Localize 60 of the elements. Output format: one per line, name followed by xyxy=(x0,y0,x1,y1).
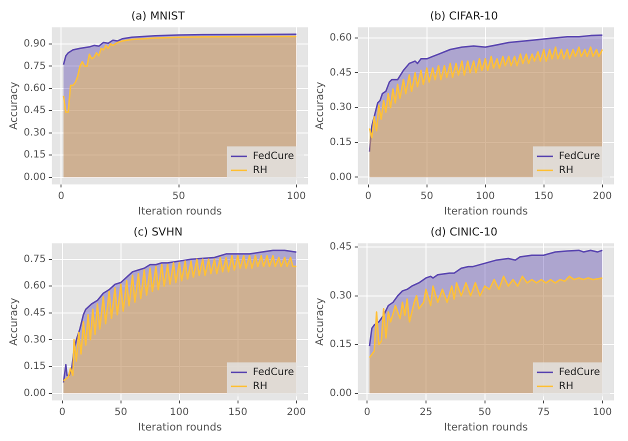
y-tick-label: 0.60 xyxy=(24,280,46,292)
y-tick-label: 0.30 xyxy=(24,127,46,138)
y-tick-label: 0.00 xyxy=(330,172,352,183)
y-tick-label: 0.45 xyxy=(24,105,46,116)
x-tick-label: 75 xyxy=(537,406,550,418)
y-tick-label: 0.30 xyxy=(24,334,46,346)
chart-title: (d) CINIC-10 xyxy=(430,225,498,238)
legend-label: FedCure xyxy=(252,150,294,162)
chart-title: (c) SVHN xyxy=(133,225,183,238)
x-tick-label: 100 xyxy=(170,406,189,418)
x-tick-label: 50 xyxy=(420,190,434,202)
x-tick-label: 200 xyxy=(286,406,306,418)
y-tick-label: 0.00 xyxy=(24,172,46,183)
y-tick-label: 0.15 xyxy=(330,136,352,148)
y-tick-label: 0.45 xyxy=(24,307,46,318)
x-tick-label: 100 xyxy=(286,190,306,202)
y-tick-label: 0.90 xyxy=(24,38,46,50)
x-tick-label: 100 xyxy=(476,190,495,202)
x-tick-label: 25 xyxy=(420,406,432,418)
y-axis-title: Accuracy xyxy=(8,82,20,130)
x-axis-title: Iteration rounds xyxy=(138,421,222,434)
legend-label: RH xyxy=(558,164,574,176)
y-tick-label: 0.30 xyxy=(330,290,352,302)
x-tick-label: 200 xyxy=(592,190,612,202)
x-tick-label: 0 xyxy=(58,190,64,202)
x-tick-label: 100 xyxy=(592,406,612,418)
y-tick-label: 0.45 xyxy=(330,242,352,253)
x-axis-title: Iteration rounds xyxy=(444,421,528,434)
x-tick-label: 50 xyxy=(114,406,128,418)
y-tick-label: 0.75 xyxy=(24,254,46,265)
legend-label: RH xyxy=(558,380,574,392)
y-axis-title: Accuracy xyxy=(314,298,326,346)
chart-title: (b) CIFAR-10 xyxy=(430,9,498,22)
legend-label: RH xyxy=(252,380,268,392)
x-tick-label: 0 xyxy=(364,406,370,418)
x-axis-title: Iteration rounds xyxy=(138,205,222,218)
legend-label: FedCure xyxy=(558,150,600,162)
x-axis-title: Iteration rounds xyxy=(444,205,528,218)
x-tick-label: 150 xyxy=(228,406,248,418)
y-axis-title: Accuracy xyxy=(314,82,326,130)
x-tick-label: 50 xyxy=(172,190,186,202)
legend-label: FedCure xyxy=(252,366,294,378)
x-tick-label: 0 xyxy=(365,190,372,202)
x-tick-label: 50 xyxy=(478,406,492,418)
y-tick-label: 0.75 xyxy=(24,60,46,72)
y-tick-label: 0.15 xyxy=(330,339,352,350)
x-tick-label: 0 xyxy=(59,406,66,418)
y-tick-label: 0.60 xyxy=(24,82,46,94)
y-tick-label: 0.00 xyxy=(330,388,352,399)
chart-title: (a) MNIST xyxy=(131,9,186,22)
y-tick-label: 0.00 xyxy=(24,388,46,399)
y-tick-label: 0.15 xyxy=(24,150,46,161)
y-axis-title: Accuracy xyxy=(8,298,20,346)
legend-label: FedCure xyxy=(558,366,600,378)
y-tick-label: 0.45 xyxy=(330,67,352,78)
y-tick-label: 0.30 xyxy=(330,102,352,114)
y-tick-label: 0.15 xyxy=(24,361,46,372)
x-tick-label: 150 xyxy=(534,190,554,202)
legend-label: RH xyxy=(252,164,268,176)
y-tick-label: 0.60 xyxy=(330,32,352,44)
